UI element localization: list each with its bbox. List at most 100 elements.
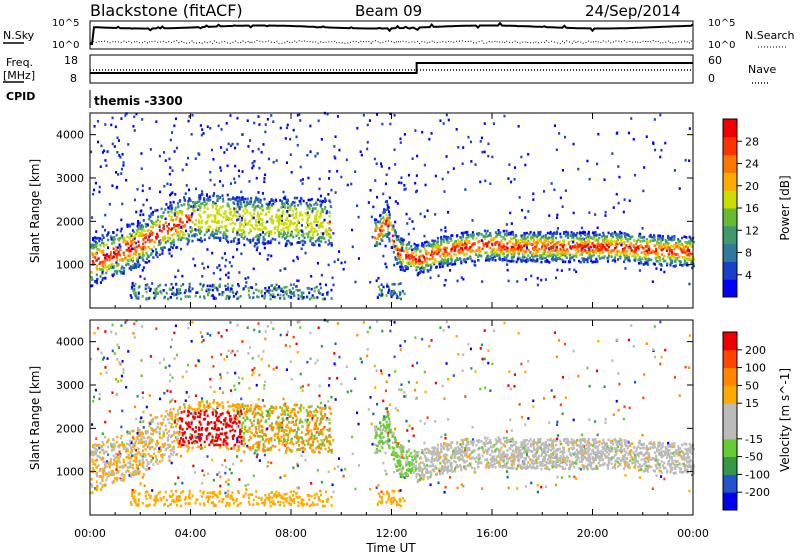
power-cell — [249, 202, 252, 206]
power-cell — [319, 286, 322, 290]
power-cell — [642, 189, 645, 193]
power-cell — [237, 218, 240, 221]
power-cell — [146, 283, 149, 286]
power-cell — [194, 264, 197, 267]
power-cell — [283, 297, 286, 300]
power-cell — [672, 264, 675, 268]
power-cell — [257, 241, 260, 244]
power-cell — [494, 259, 497, 262]
power-cell — [170, 227, 173, 230]
power-cell — [586, 243, 589, 247]
velocity-cell — [648, 442, 651, 445]
power-cell — [311, 236, 314, 240]
velocity-cell — [313, 424, 316, 427]
velocity-cell — [391, 441, 394, 445]
power-cell — [401, 237, 404, 241]
power-cell — [169, 296, 172, 299]
power-cell — [545, 253, 548, 257]
power-cell — [483, 150, 486, 154]
power-cell — [306, 207, 309, 211]
power-cell — [623, 198, 626, 201]
power-cell — [106, 150, 109, 153]
power-cell — [597, 254, 600, 258]
power-cell — [111, 236, 114, 239]
power-cell — [94, 252, 97, 256]
power-cell — [201, 190, 204, 193]
power-cell — [467, 135, 470, 139]
power-cell — [213, 284, 216, 287]
velocity-cell — [328, 429, 331, 432]
power-cell — [334, 156, 337, 160]
power-cell — [242, 228, 245, 232]
power-cell — [689, 257, 692, 261]
power-cell — [566, 252, 569, 256]
power-cell — [286, 210, 289, 213]
power-cell — [112, 255, 115, 258]
power-cell — [277, 221, 280, 225]
power-cell — [305, 213, 308, 217]
velocity-cell — [428, 344, 431, 348]
power-cell — [185, 214, 188, 218]
power-cell — [238, 174, 241, 178]
power-cell — [590, 254, 593, 258]
power-cell — [609, 242, 612, 245]
power-cell — [251, 166, 254, 170]
power-cell — [222, 216, 225, 219]
power-cell — [291, 200, 294, 204]
power-cell — [421, 261, 424, 264]
power-cell — [206, 284, 209, 288]
power-cell — [691, 252, 694, 256]
power-cell — [144, 222, 147, 226]
power-cell — [131, 229, 134, 232]
power-cell — [176, 234, 179, 237]
power-cell — [163, 235, 166, 239]
power-cell — [389, 221, 392, 225]
velocity-cell — [240, 439, 243, 443]
power-cell — [464, 239, 467, 243]
power-cell — [101, 225, 104, 228]
velocity-cell — [351, 435, 354, 439]
power-cell — [469, 245, 472, 249]
power-cell — [419, 254, 422, 258]
power-cell — [564, 254, 567, 258]
power-cell — [191, 212, 194, 215]
power-cell — [188, 282, 191, 286]
power-cell — [280, 222, 283, 225]
velocity-cell — [593, 445, 596, 448]
power-cell — [297, 294, 300, 297]
power-cell — [572, 232, 575, 235]
velocity-cell — [178, 407, 181, 410]
velocity-cell — [506, 475, 509, 479]
power-cell — [655, 250, 658, 253]
velocity-cell — [203, 473, 206, 477]
power-cell — [409, 263, 412, 266]
power-cell — [130, 241, 133, 245]
power-cell — [415, 268, 418, 272]
power-cell — [538, 239, 541, 243]
power-cell — [293, 294, 296, 297]
power-cell — [194, 219, 197, 222]
velocity-cell — [267, 364, 270, 368]
power-cell — [188, 234, 191, 238]
power-cell — [95, 264, 98, 268]
power-cell — [91, 251, 94, 255]
velocity-cell — [465, 446, 468, 449]
power-cell — [490, 234, 493, 238]
power-cell — [179, 217, 182, 221]
power-cell — [588, 234, 591, 238]
power-cell — [218, 227, 221, 230]
velocity-cell — [126, 447, 129, 451]
power-cell — [286, 211, 289, 215]
power-cell — [103, 245, 106, 248]
power-cell — [553, 258, 556, 261]
power-cell — [99, 249, 102, 253]
power-cell — [680, 260, 683, 264]
power-cell — [184, 289, 187, 293]
velocity-cell — [652, 469, 655, 472]
power-cell — [688, 256, 691, 260]
power-cell — [487, 142, 490, 146]
power-cell — [147, 228, 150, 232]
power-cell — [450, 255, 453, 258]
power-cell — [224, 284, 227, 288]
power-cell — [659, 234, 662, 238]
